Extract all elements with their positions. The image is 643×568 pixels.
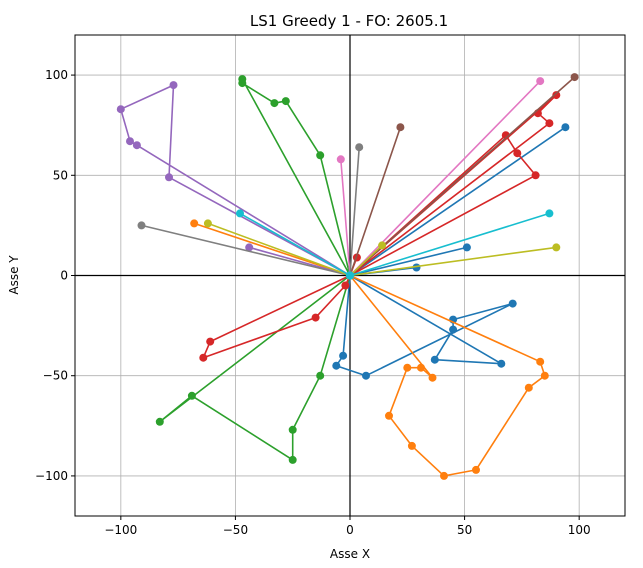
route-point <box>332 361 341 370</box>
series-route-8 <box>137 143 364 280</box>
route-point <box>545 209 554 218</box>
route-point <box>281 97 290 106</box>
route-point <box>245 243 254 252</box>
route-point <box>206 337 215 346</box>
route-point <box>449 325 458 334</box>
route-line <box>339 80 542 277</box>
route-point <box>378 241 387 250</box>
route-point <box>137 221 146 230</box>
route-point <box>165 173 173 182</box>
route-point <box>536 77 545 86</box>
route-point <box>155 417 164 426</box>
route-point <box>336 155 345 164</box>
route-point <box>545 119 554 128</box>
x-tick-label: −100 <box>104 523 137 537</box>
route-point <box>169 81 178 90</box>
route-point <box>531 171 540 180</box>
route-line <box>202 94 558 359</box>
ticks: −100 −50 0 50 100 −100 −50 0 50 100 <box>35 68 591 537</box>
route-line <box>159 78 351 461</box>
y-tick-label: 50 <box>53 168 68 182</box>
route-point <box>187 391 196 400</box>
route-point <box>472 465 480 474</box>
x-tick-label: 100 <box>568 523 591 537</box>
x-tick-label: −50 <box>223 523 248 537</box>
route-point <box>430 355 439 364</box>
route-point <box>190 219 199 228</box>
series-route-1 <box>332 123 570 380</box>
route-point <box>116 105 125 114</box>
x-tick-label: 50 <box>457 523 472 537</box>
route-point <box>552 243 561 252</box>
route-point <box>288 455 297 464</box>
route-point <box>524 383 533 392</box>
route-point <box>428 373 437 382</box>
chart-title: LS1 Greedy 1 - FO: 2605.1 <box>250 12 448 30</box>
route-point <box>311 313 320 322</box>
route-point <box>462 243 471 252</box>
route-point <box>132 141 141 150</box>
x-axis-label: Asse X <box>330 547 370 561</box>
route-point <box>346 271 354 280</box>
route-point <box>540 371 549 380</box>
y-tick-label: 100 <box>45 68 68 82</box>
route-point <box>341 281 350 290</box>
route-point <box>238 79 247 88</box>
series-layer <box>116 73 579 480</box>
y-axis-label: Asse Y <box>7 255 21 295</box>
route-point <box>407 441 416 450</box>
y-tick-label: −100 <box>35 469 68 483</box>
route-point <box>561 123 570 132</box>
route-point <box>417 363 425 372</box>
route-point <box>270 99 279 108</box>
series-route-10 <box>236 209 554 280</box>
route-point <box>513 149 522 158</box>
route-line <box>140 146 361 277</box>
route-point <box>501 131 510 140</box>
route-point <box>203 219 212 228</box>
route-point <box>552 91 561 100</box>
route-point <box>362 371 370 380</box>
route-point <box>339 351 348 360</box>
route-point <box>508 299 517 308</box>
y-tick-label: 0 <box>60 269 68 283</box>
route-point <box>385 411 393 420</box>
route-point <box>199 353 208 362</box>
route-point <box>236 209 244 218</box>
route-point <box>288 425 297 434</box>
route-point <box>396 123 405 132</box>
route-point <box>403 363 412 372</box>
route-point <box>126 137 134 146</box>
series-route-7 <box>336 77 545 280</box>
route-point <box>440 471 448 480</box>
route-point <box>570 73 579 82</box>
route-point <box>497 359 506 368</box>
route-point <box>316 151 325 160</box>
route-point <box>536 357 545 366</box>
route-point <box>355 143 364 152</box>
x-tick-label: 0 <box>346 523 354 537</box>
y-tick-label: −50 <box>43 369 68 383</box>
route-point <box>316 371 325 380</box>
